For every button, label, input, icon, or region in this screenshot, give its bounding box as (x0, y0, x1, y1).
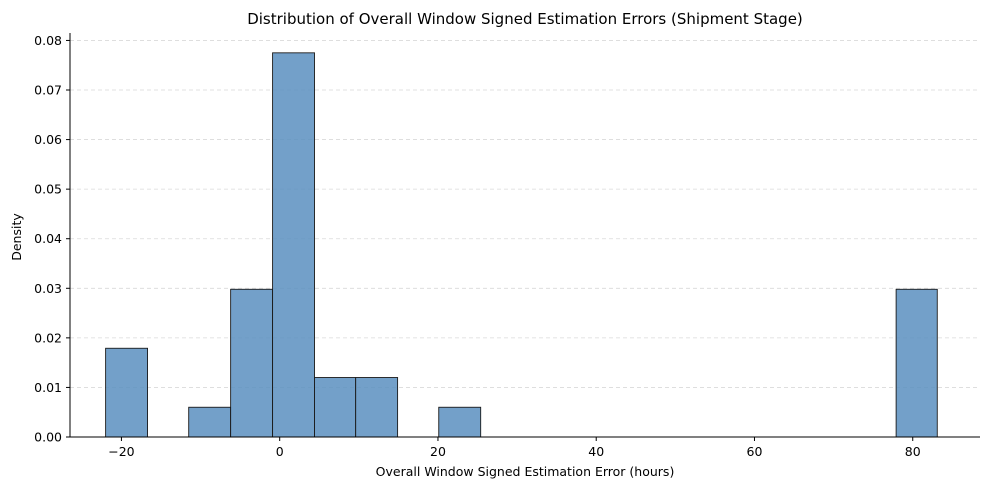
x-tick-label: 60 (747, 444, 763, 459)
histogram-bar (188, 406, 232, 438)
y-tick-label: 0.07 (34, 83, 62, 98)
bars-layer (105, 52, 938, 438)
y-tick-label: 0.05 (34, 182, 62, 197)
y-tick-label: 0.06 (34, 132, 62, 147)
x-tick-label: 20 (430, 444, 446, 459)
histogram-bar (272, 52, 315, 438)
y-axis-label: Density (9, 213, 24, 261)
x-axis-label: Overall Window Signed Estimation Error (… (376, 464, 675, 479)
histogram-bar (895, 288, 938, 438)
histogram-bar (105, 347, 148, 438)
histogram-bar (230, 288, 274, 438)
x-tick-label: 80 (905, 444, 921, 459)
y-tick-label: 0.01 (34, 380, 62, 395)
y-ticks: 0.00 0.01 0.02 0.03 0.04 0.05 0.06 0.07 0.08 (34, 33, 70, 445)
x-ticks: −20 0 20 40 60 80 (108, 437, 921, 459)
histogram-bar (314, 377, 357, 438)
x-tick-label: −20 (108, 444, 134, 459)
y-tick-label: 0.04 (34, 231, 62, 246)
histogram-bar (355, 377, 399, 438)
x-tick-label: 40 (588, 444, 604, 459)
chart-title: Distribution of Overall Window Signed Es… (247, 10, 803, 28)
y-tick-label: 0.00 (34, 430, 62, 445)
grid-layer (70, 40, 980, 388)
axes-layer (69, 33, 980, 438)
y-tick-label: 0.03 (34, 281, 62, 296)
histogram-bar (438, 406, 482, 438)
x-tick-label: 0 (276, 444, 284, 459)
y-tick-label: 0.08 (34, 33, 62, 48)
y-tick-label: 0.02 (34, 330, 62, 345)
